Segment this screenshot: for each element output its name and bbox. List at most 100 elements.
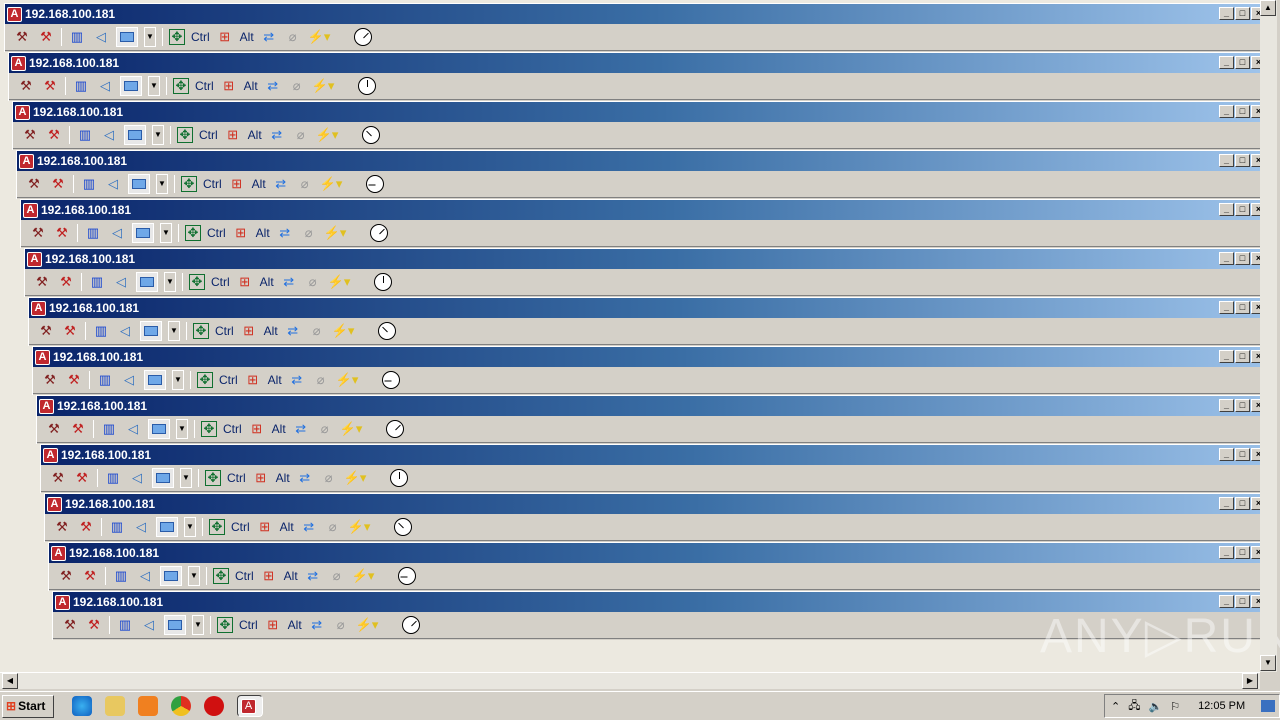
lightning-icon[interactable]: ⚡▾ xyxy=(319,176,343,191)
connect-icon[interactable]: ⚒ xyxy=(16,29,28,44)
maximize-button[interactable]: □ xyxy=(1235,399,1250,412)
close-button[interactable]: × xyxy=(1251,399,1260,412)
disconnect-icon[interactable]: ⚒ xyxy=(52,176,64,191)
sound-icon[interactable]: ◁ xyxy=(112,225,122,240)
title-bar[interactable]: A 192.168.100.181 _ □ × xyxy=(25,249,1260,269)
send-ctrl-button[interactable]: Ctrl xyxy=(203,177,222,191)
file-transfer-icon[interactable]: ▥ xyxy=(90,274,104,289)
refresh-icon[interactable]: ⇄ xyxy=(275,176,287,191)
file-transfer-icon[interactable]: ▥ xyxy=(110,519,124,534)
maximize-button[interactable]: □ xyxy=(1235,301,1250,314)
title-bar[interactable]: A 192.168.100.181 _ □ × xyxy=(21,200,1260,220)
send-alt-button[interactable]: Alt xyxy=(263,324,278,338)
disconnect-icon[interactable]: ⚒ xyxy=(88,617,100,632)
connect-icon[interactable]: ⚒ xyxy=(28,176,40,191)
connect-icon[interactable]: ⚒ xyxy=(64,617,76,632)
sound-icon[interactable]: ◁ xyxy=(120,323,130,338)
close-button[interactable]: × xyxy=(1251,203,1260,216)
refresh-icon[interactable]: ⇄ xyxy=(267,78,279,93)
rdp-window[interactable]: A 192.168.100.181 _ □ × ⚒ ⚒ ▥ ◁ ▼ ✥ Ctrl ⊞… xyxy=(36,395,1260,444)
minimize-button[interactable]: _ xyxy=(1219,546,1234,559)
fullscreen-icon[interactable]: ✥ xyxy=(201,421,217,437)
file-transfer-icon[interactable]: ▥ xyxy=(70,29,84,44)
lightning-icon[interactable]: ⚡▾ xyxy=(327,274,351,289)
windows-key-icon[interactable]: ⊞ xyxy=(239,274,251,289)
rdp-window[interactable]: A 192.168.100.181 _ □ × ⚒ ⚒ ▥ ◁ ▼ ✥ Ctrl ⊞… xyxy=(16,150,1260,199)
sound-icon[interactable]: ◁ xyxy=(128,421,138,436)
show-hidden-icons-icon[interactable]: ⌃ xyxy=(1111,700,1121,713)
windows-key-icon[interactable]: ⊞ xyxy=(247,372,259,387)
maximize-button[interactable]: □ xyxy=(1235,595,1250,608)
refresh-icon[interactable]: ⇄ xyxy=(279,225,291,240)
scroll-left-button[interactable]: ◀ xyxy=(2,673,18,689)
minimize-button[interactable]: _ xyxy=(1219,350,1234,363)
send-alt-button[interactable]: Alt xyxy=(255,226,270,240)
send-alt-button[interactable]: Alt xyxy=(243,79,258,93)
disconnect-icon[interactable]: ⚒ xyxy=(76,470,88,485)
title-bar[interactable]: A 192.168.100.181 _ □ × xyxy=(29,298,1260,318)
plug-icon[interactable]: ⌀ xyxy=(312,323,321,338)
file-transfer-icon[interactable]: ▥ xyxy=(94,323,108,338)
minimize-button[interactable]: _ xyxy=(1219,448,1234,461)
lightning-icon[interactable]: ⚡▾ xyxy=(351,568,375,583)
lightning-icon[interactable]: ⚡▾ xyxy=(323,225,347,240)
scroll-up-button[interactable]: ▲ xyxy=(1260,0,1276,16)
network-warning-icon[interactable]: 🖧 xyxy=(1128,699,1141,712)
display-button[interactable] xyxy=(140,321,162,341)
plug-icon[interactable]: ⌀ xyxy=(332,568,341,583)
send-alt-button[interactable]: Alt xyxy=(279,520,294,534)
close-button[interactable]: × xyxy=(1251,252,1260,265)
plug-icon[interactable]: ⌀ xyxy=(296,127,305,142)
refresh-icon[interactable]: ⇄ xyxy=(287,323,299,338)
send-ctrl-button[interactable]: Ctrl xyxy=(191,30,210,44)
tray-clock[interactable]: 12:05 PM xyxy=(1198,700,1246,712)
fullscreen-icon[interactable]: ✥ xyxy=(181,176,197,192)
maximize-button[interactable]: □ xyxy=(1235,203,1250,216)
minimize-button[interactable]: _ xyxy=(1219,252,1234,265)
connect-icon[interactable]: ⚒ xyxy=(60,568,72,583)
display-button[interactable] xyxy=(160,566,182,586)
send-ctrl-button[interactable]: Ctrl xyxy=(239,618,258,632)
minimize-button[interactable]: _ xyxy=(1219,154,1234,167)
send-alt-button[interactable]: Alt xyxy=(247,128,262,142)
close-button[interactable]: × xyxy=(1251,595,1260,608)
sound-icon[interactable]: ◁ xyxy=(124,372,134,387)
maximize-button[interactable]: □ xyxy=(1235,350,1250,363)
sound-icon[interactable]: ◁ xyxy=(140,568,150,583)
close-button[interactable]: × xyxy=(1251,7,1260,20)
display-dropdown[interactable]: ▼ xyxy=(192,615,204,635)
title-bar[interactable]: A 192.168.100.181 _ □ × xyxy=(49,543,1260,563)
fullscreen-icon[interactable]: ✥ xyxy=(177,127,193,143)
display-dropdown[interactable]: ▼ xyxy=(168,321,180,341)
show-desktop-icon[interactable] xyxy=(1261,700,1276,712)
close-button[interactable]: × xyxy=(1251,546,1260,559)
maximize-button[interactable]: □ xyxy=(1235,448,1250,461)
windows-key-icon[interactable]: ⊞ xyxy=(263,568,275,583)
plug-icon[interactable]: ⌀ xyxy=(288,29,297,44)
display-button[interactable] xyxy=(124,125,146,145)
lightning-icon[interactable]: ⚡▾ xyxy=(335,372,359,387)
close-button[interactable]: × xyxy=(1251,301,1260,314)
send-alt-button[interactable]: Alt xyxy=(251,177,266,191)
close-button[interactable]: × xyxy=(1251,56,1260,69)
file-transfer-icon[interactable]: ▥ xyxy=(74,78,88,93)
minimize-button[interactable]: _ xyxy=(1219,7,1234,20)
lightning-icon[interactable]: ⚡▾ xyxy=(307,29,331,44)
refresh-icon[interactable]: ⇄ xyxy=(303,519,315,534)
rdp-window[interactable]: A 192.168.100.181 _ □ × ⚒ ⚒ ▥ ◁ ▼ ✥ Ctrl ⊞… xyxy=(20,199,1260,248)
display-button[interactable] xyxy=(116,27,138,47)
plug-icon[interactable]: ⌀ xyxy=(292,78,301,93)
horizontal-scrollbar[interactable]: ◀ ▶ xyxy=(0,672,1260,689)
sound-icon[interactable]: ◁ xyxy=(104,127,114,142)
disconnect-icon[interactable]: ⚒ xyxy=(68,372,80,387)
plug-icon[interactable]: ⌀ xyxy=(308,274,317,289)
windows-key-icon[interactable]: ⊞ xyxy=(251,421,263,436)
connect-icon[interactable]: ⚒ xyxy=(52,470,64,485)
lightning-icon[interactable]: ⚡▾ xyxy=(331,323,355,338)
fullscreen-icon[interactable]: ✥ xyxy=(217,617,233,633)
display-dropdown[interactable]: ▼ xyxy=(180,468,192,488)
plug-icon[interactable]: ⌀ xyxy=(336,617,345,632)
send-alt-button[interactable]: Alt xyxy=(271,422,286,436)
rdp-window[interactable]: A 192.168.100.181 _ □ × ⚒ ⚒ ▥ ◁ ▼ ✥ Ctrl ⊞… xyxy=(44,493,1260,542)
rdp-window[interactable]: A 192.168.100.181 _ □ × ⚒ ⚒ ▥ ◁ ▼ ✥ Ctrl ⊞… xyxy=(40,444,1260,493)
